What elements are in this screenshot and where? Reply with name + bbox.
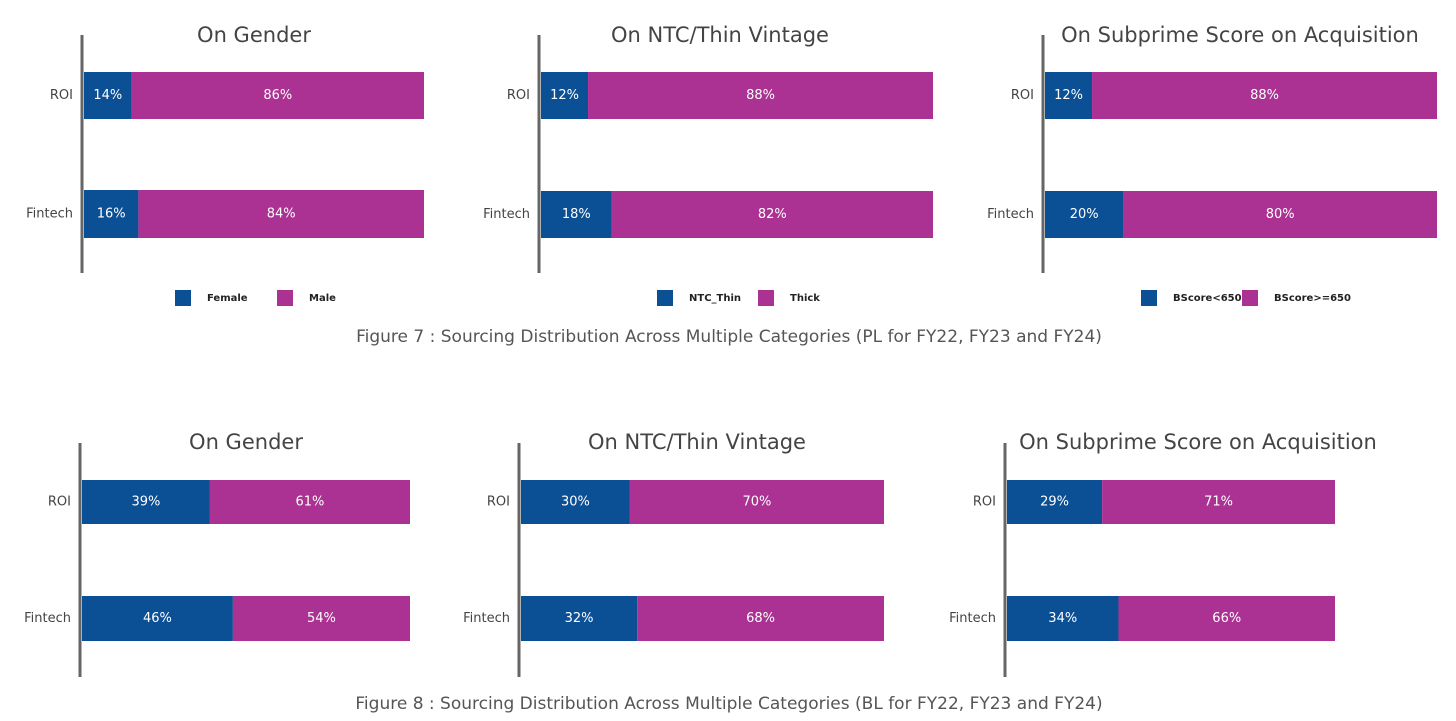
category-label: Fintech xyxy=(987,207,1034,222)
bar-segment xyxy=(82,480,210,524)
value-label: 88% xyxy=(746,88,775,103)
category-label: ROI xyxy=(487,495,510,510)
value-label: 80% xyxy=(1266,207,1295,222)
chart-title: On Subprime Score on Acquisition xyxy=(1019,430,1377,454)
bar-segment xyxy=(1045,191,1124,238)
legend-swatch xyxy=(277,290,293,306)
category-label: Fintech xyxy=(483,207,530,222)
category-label: Fintech xyxy=(24,611,71,626)
legend-label: Thick xyxy=(790,293,820,304)
caption: Figure 8 : Sourcing Distribution Across … xyxy=(355,694,1102,714)
category-label: ROI xyxy=(973,495,996,510)
chart-title: On NTC/Thin Vintage xyxy=(588,430,806,454)
chart-title: On Gender xyxy=(189,430,303,454)
value-label: 82% xyxy=(758,207,787,222)
value-label: 18% xyxy=(562,207,591,222)
legend-swatch xyxy=(1141,290,1157,306)
legend-label: Female xyxy=(207,293,248,304)
chart-title: On Gender xyxy=(197,23,311,47)
value-label: 86% xyxy=(263,88,292,103)
legend-swatch xyxy=(758,290,774,306)
category-label: Fintech xyxy=(463,611,510,626)
legend-swatch xyxy=(1242,290,1258,306)
bar-segment xyxy=(1102,480,1335,524)
bar-segment xyxy=(637,596,884,641)
bar-segment xyxy=(1007,596,1119,641)
bar-segment xyxy=(84,72,132,119)
bar-segment xyxy=(521,596,638,641)
category-label: Fintech xyxy=(26,207,73,222)
category-label: ROI xyxy=(48,495,71,510)
value-label: 68% xyxy=(746,611,775,626)
value-label: 70% xyxy=(742,495,771,510)
value-label: 71% xyxy=(1204,495,1233,510)
value-label: 32% xyxy=(565,611,594,626)
bar-segment xyxy=(1007,480,1103,524)
legend-label: Male xyxy=(309,293,336,304)
bar-segment xyxy=(588,72,933,119)
value-label: 29% xyxy=(1040,495,1069,510)
legend-label: BScore<650 xyxy=(1173,293,1242,304)
value-label: 54% xyxy=(307,611,336,626)
value-label: 12% xyxy=(550,88,579,103)
value-label: 16% xyxy=(97,207,126,222)
value-label: 34% xyxy=(1048,611,1077,626)
category-label: Fintech xyxy=(949,611,996,626)
bar-segment xyxy=(232,596,410,641)
category-label: ROI xyxy=(50,88,73,103)
legend-label: NTC_Thin xyxy=(689,293,741,304)
legend-swatch xyxy=(657,290,673,306)
bar-segment xyxy=(1092,72,1437,119)
chart-title: On NTC/Thin Vintage xyxy=(611,23,829,47)
value-label: 30% xyxy=(561,495,590,510)
value-label: 66% xyxy=(1212,611,1241,626)
caption: Figure 7 : Sourcing Distribution Across … xyxy=(356,327,1102,347)
legend-swatch xyxy=(175,290,191,306)
bar-segment xyxy=(1123,191,1437,238)
bar-segment xyxy=(84,190,139,238)
value-label: 88% xyxy=(1250,88,1279,103)
bar-segment xyxy=(209,480,410,524)
chart-title: On Subprime Score on Acquisition xyxy=(1061,23,1419,47)
bar-segment xyxy=(138,190,424,238)
bar-segment xyxy=(521,480,630,524)
value-label: 39% xyxy=(132,495,161,510)
bar-segment xyxy=(1045,72,1093,119)
bar-segment xyxy=(131,72,424,119)
bar-segment xyxy=(541,72,589,119)
value-label: 61% xyxy=(296,495,325,510)
bar-segment xyxy=(82,596,233,641)
bar-segment xyxy=(629,480,884,524)
value-label: 20% xyxy=(1070,207,1099,222)
category-label: ROI xyxy=(1011,88,1034,103)
value-label: 14% xyxy=(93,88,122,103)
value-label: 84% xyxy=(267,207,296,222)
category-label: ROI xyxy=(507,88,530,103)
value-label: 46% xyxy=(143,611,172,626)
bar-segment xyxy=(541,191,612,238)
legend-label: BScore>=650 xyxy=(1274,293,1351,304)
value-label: 12% xyxy=(1054,88,1083,103)
bar-segment xyxy=(1118,596,1335,641)
bar-segment xyxy=(611,191,933,238)
